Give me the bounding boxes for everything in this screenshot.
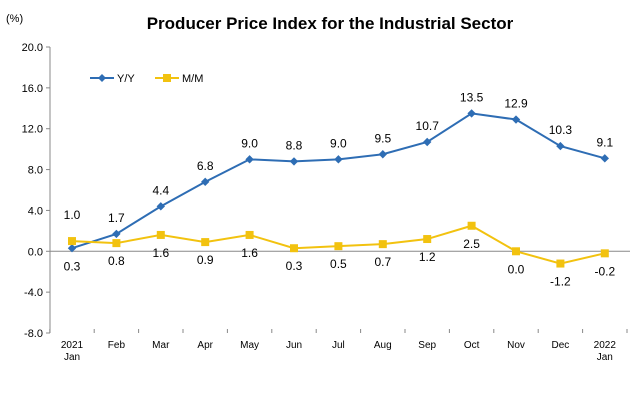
mom-point [334, 242, 343, 251]
x-tick-label: Mar [152, 340, 170, 351]
mom-data-label: 0.0 [508, 262, 525, 276]
legend-yoy-marker [98, 74, 106, 82]
yoy-point [423, 137, 432, 147]
x-tick-label: 2021 [61, 340, 84, 351]
mom-data-label: 1.6 [241, 246, 258, 260]
legend-mom-marker [163, 74, 171, 82]
x-tick-label: Jul [332, 340, 345, 351]
legend-mom-label: M/M [182, 73, 203, 85]
mom-data-label: 0.9 [197, 253, 214, 267]
mom-data-label: 1.6 [152, 246, 169, 260]
mom-data-label: 0.8 [108, 254, 125, 268]
mom-point [378, 240, 387, 249]
yoy-data-label: 9.0 [241, 136, 258, 150]
mom-point [68, 237, 76, 246]
yoy-point [334, 155, 343, 164]
yoy-data-label: 9.0 [330, 136, 347, 150]
y-tick-label: -4.0 [24, 287, 43, 299]
mom-data-label: 1.2 [419, 250, 436, 264]
mom-point [112, 239, 121, 248]
y-tick-label: 4.0 [28, 205, 43, 217]
x-tick-label: Oct [464, 340, 480, 351]
x-tick-label: Nov [507, 340, 525, 351]
mom-point [245, 230, 254, 239]
mom-data-label: -1.2 [550, 275, 571, 289]
yoy-point [467, 109, 476, 118]
yoy-data-label: 0.3 [64, 259, 81, 273]
mom-point [600, 249, 609, 258]
x-tick-label: Aug [374, 340, 392, 351]
x-tick-label: May [240, 340, 259, 351]
chart-title: Producer Price Index for the Industrial … [147, 14, 514, 33]
mom-point [201, 238, 210, 247]
yoy-data-label: 8.8 [286, 138, 303, 152]
yoy-point [378, 150, 387, 159]
yoy-data-label: 10.3 [549, 123, 573, 137]
yoy-point [511, 115, 521, 124]
mom-point [423, 235, 432, 244]
y-axis-unit-label: (%) [6, 13, 23, 25]
yoy-data-label: 9.5 [374, 131, 391, 145]
yoy-point [156, 202, 165, 211]
x-tick-label: Dec [552, 340, 570, 351]
mom-data-label: 0.7 [374, 255, 391, 269]
yoy-data-label: 9.1 [596, 135, 613, 149]
yoy-series-line [71, 112, 606, 250]
yoy-point [245, 155, 254, 164]
yoy-point [600, 154, 609, 163]
yoy-point [289, 157, 299, 166]
mom-point [467, 221, 476, 230]
x-tick-label: Jan [64, 352, 80, 363]
x-tick-label: Apr [197, 340, 213, 351]
yoy-data-label: 13.5 [460, 90, 484, 104]
x-tick-label: Jan [597, 352, 613, 363]
y-tick-label: -8.0 [24, 328, 43, 340]
mom-data-label: 1.0 [64, 208, 81, 222]
y-tick-label: 8.0 [28, 165, 43, 177]
mom-point [290, 244, 298, 253]
yoy-data-label: 12.9 [504, 97, 528, 111]
yoy-point [201, 177, 210, 187]
x-tick-label: Sep [418, 340, 436, 351]
y-tick-label: 16.0 [22, 83, 43, 95]
mom-data-label: 0.5 [330, 257, 347, 271]
mom-data-label: 0.3 [286, 259, 303, 273]
y-tick-label: 12.0 [22, 124, 43, 136]
mom-data-label: 2.5 [463, 237, 480, 251]
mom-data-label: -0.2 [594, 264, 615, 278]
yoy-data-label: 4.4 [152, 183, 169, 197]
yoy-data-label: 6.8 [197, 159, 214, 173]
mom-point [512, 247, 520, 256]
x-tick-label: Jun [286, 340, 302, 351]
yoy-data-label: 10.7 [416, 119, 440, 133]
x-tick-label: Feb [108, 340, 126, 351]
mom-point [156, 230, 165, 239]
yoy-point [67, 244, 77, 253]
x-tick-label: 2022 [594, 340, 617, 351]
mom-point [556, 259, 565, 268]
yoy-point [112, 229, 121, 239]
y-tick-label: 20.0 [22, 42, 43, 54]
yoy-point [556, 141, 565, 151]
yoy-data-label: 1.7 [108, 211, 125, 225]
y-tick-label: 0.0 [28, 246, 43, 258]
legend-yoy-label: Y/Y [117, 73, 135, 85]
